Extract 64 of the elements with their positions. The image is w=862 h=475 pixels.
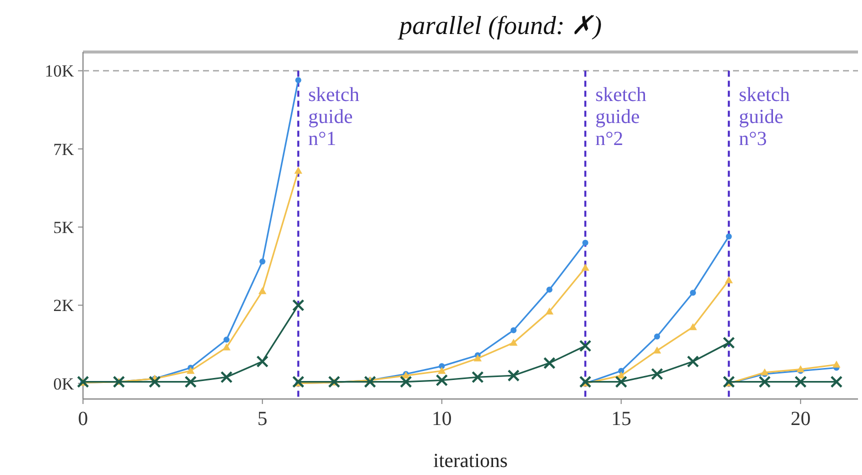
point: [292, 299, 304, 312]
point: [510, 338, 518, 346]
point: [650, 368, 664, 380]
point: [328, 376, 340, 388]
point: [615, 376, 628, 388]
point: [760, 368, 769, 376]
point: [688, 323, 697, 330]
y-tick-label: 5K: [53, 218, 75, 238]
ref-line-label: sketch guide n°3: [738, 84, 790, 150]
point: [258, 287, 266, 294]
point: [653, 346, 662, 354]
x-tick-label: 20: [790, 408, 811, 430]
point: [579, 376, 592, 388]
point: [690, 290, 696, 296]
point: [654, 333, 660, 340]
point: [545, 307, 554, 314]
y-tick-label: 7K: [53, 140, 75, 159]
point: [507, 369, 520, 382]
x-axis-title: iterations: [433, 450, 508, 472]
point: [112, 376, 125, 388]
point: [295, 77, 302, 84]
point: [184, 376, 197, 388]
point: [400, 376, 412, 388]
point: [474, 354, 482, 362]
point: [510, 327, 517, 334]
point: [472, 371, 484, 384]
point: [222, 343, 231, 350]
ref-line-label: sketch guide n°2: [595, 84, 646, 150]
point: [76, 376, 90, 388]
point: [830, 376, 843, 388]
point: [220, 371, 233, 384]
x-tick-label: 0: [78, 408, 88, 430]
point: [259, 258, 266, 264]
y-tick-label: 0K: [53, 374, 75, 394]
point: [186, 366, 195, 374]
point: [438, 366, 446, 374]
point: [543, 356, 556, 370]
point: [294, 166, 302, 174]
point: [832, 360, 840, 368]
point: [546, 286, 552, 293]
point: [794, 376, 807, 388]
y-tick-label: 10K: [44, 62, 75, 81]
chart-title: parallel (found: ✗): [397, 11, 602, 40]
point: [722, 336, 735, 349]
point: [224, 336, 230, 343]
point: [726, 233, 732, 240]
ref-line-label: sketch guide n°1: [308, 84, 360, 150]
point: [436, 374, 448, 386]
point: [686, 355, 700, 368]
y-tick-label: 2K: [53, 296, 75, 316]
x-tick-label: 10: [432, 408, 452, 430]
point: [582, 240, 588, 246]
point: [292, 376, 304, 388]
point: [256, 355, 268, 368]
point: [581, 264, 590, 271]
point: [722, 376, 735, 388]
point: [579, 340, 592, 352]
point: [148, 376, 161, 388]
point: [724, 276, 733, 284]
point: [758, 376, 771, 388]
point: [364, 376, 376, 388]
point: [796, 365, 805, 372]
x-tick-label: 15: [611, 408, 632, 430]
x-tick-label: 5: [257, 408, 268, 430]
